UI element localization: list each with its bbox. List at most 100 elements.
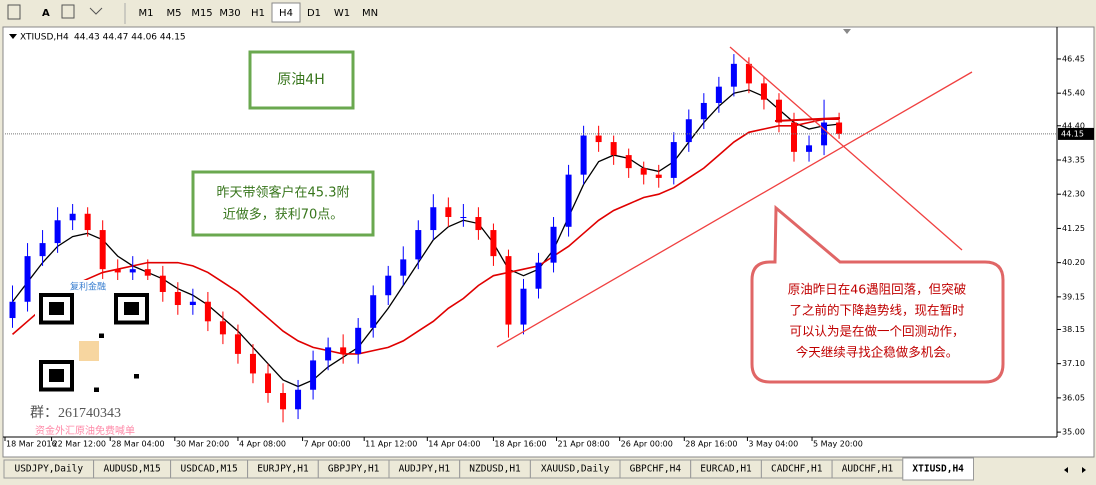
candle-body [204,301,211,322]
candle-body [249,353,256,374]
x-tick-label: 3 May 04:00 [748,440,798,449]
candle-body [400,259,407,276]
tab-label[interactable]: XTIUSD,H4 [912,464,964,475]
x-tick-label: 28 Mar 04:00 [111,440,164,449]
timeframe[interactable]: H4 [279,8,293,19]
candle-body [625,155,632,169]
tab-label[interactable]: AUDCHF,H1 [842,464,894,475]
candle-body [535,262,542,289]
tab-label[interactable]: EURCAD,H1 [700,464,752,475]
candle-body [610,142,617,156]
candle-body [745,63,752,84]
x-tick-label: 30 Mar 20:00 [176,440,229,449]
candle-body [730,63,737,87]
candle-body [370,295,377,328]
callout-text: 今天继续寻找企稳做多机会。 [796,345,959,360]
x-tick-label: 7 Apr 00:00 [304,440,351,449]
icon-shapes[interactable] [89,7,103,15]
callout-text: 原油昨日在46遇阻回落，但突破 [788,282,966,297]
icon-chart[interactable] [7,4,21,20]
candle-body [385,275,392,296]
y-tick-label: 44.40 [1062,121,1085,130]
chart-frame [2,26,1095,458]
candle-body [99,230,106,270]
timeframe-bar: M1 M5 M15 M30 H1 H4 D1 W1 MN [139,2,378,23]
timeframe[interactable]: M1 [139,8,154,19]
tab-label[interactable]: CADCHF,H1 [771,464,823,475]
resistance-line [729,46,963,251]
callout-text: 了之前的下降趋势线，现在暂时 [789,303,965,318]
y-tick-label: 46.45 [1062,54,1085,63]
moving-average [11,118,840,355]
timeframe[interactable]: W1 [334,8,350,19]
label-box-text: 原油4H [277,72,324,88]
qr-title: 复利金融 [70,281,106,293]
timeframe[interactable]: MN [362,8,378,19]
candle-body [129,269,136,273]
label-box [248,50,355,110]
candle-body [565,174,572,227]
icon-label[interactable] [61,4,75,19]
candle-body [775,99,782,123]
tab-label[interactable]: NZDUSD,H1 [469,464,521,475]
candle-body [310,360,317,390]
timeframe[interactable]: M30 [219,8,240,19]
tab-label[interactable]: AUDUSD,M15 [103,464,160,475]
candle-body [280,393,287,410]
group-number: 群：261740343 [30,405,121,421]
tab-label[interactable]: XAUUSD,Daily [541,464,610,475]
candle-body [265,373,271,394]
profit-text: 近做多，获利70点。 [223,207,344,223]
tab-label[interactable]: EURJPY,H1 [257,464,309,475]
candle-body [84,213,91,231]
toolbar-icons: A [7,3,126,24]
callout-text: 可以认为是在做一个回测动作， [789,324,964,339]
tab-label[interactable]: USDJPY,Daily [14,464,83,475]
candle-body [760,83,767,100]
candle-body [685,119,692,143]
tab-active[interactable] [902,457,974,481]
callout [750,204,1005,384]
candle-body [460,217,467,219]
x-tick-label: 5 May 20:00 [813,440,863,449]
x-tick-label: 11 Apr 12:00 [365,440,417,449]
qr-cell [99,333,104,338]
tabs: USDJPY,Daily AUDUSD,M15 USDCAD,M15 EURJPY,H… [3,457,974,481]
candle-body [640,168,647,175]
candle-body [144,269,151,276]
tab-label[interactable]: USDCAD,M15 [180,464,237,475]
timeframe[interactable]: M15 [191,8,212,19]
candle-body [219,321,226,335]
x-tick-label: 21 Apr 08:00 [558,440,610,449]
tab-label[interactable]: AUDJPY,H1 [399,464,451,475]
candle-body [700,102,707,120]
candle-body [39,243,46,257]
timeframe[interactable]: H1 [251,8,265,19]
quote: 44.43 44.47 44.06 44.15 [74,33,186,43]
support-line [496,71,973,348]
symbol: XTIUSD,H4 [20,33,69,43]
timeframe[interactable]: M5 [167,8,182,19]
icon-text[interactable]: A [42,8,50,19]
x-tick-label: 18 Apr 16:00 [494,440,546,449]
candle-body [791,122,797,152]
candle-body [670,142,677,178]
tab-label[interactable]: GBPCHF,H4 [630,464,682,475]
candle-body [9,301,16,319]
candle-body [325,347,332,361]
qr-finder-core [49,302,64,315]
qr-logo [77,339,101,363]
shift-marker [843,29,851,34]
level-line [774,117,841,122]
profit-box [191,170,375,237]
candle-body [505,256,512,325]
candle-body [836,122,843,134]
promo: 资金外汇原油免费喊单 [35,424,135,437]
candle-body [24,256,31,302]
y-tick-label: 39.15 [1062,292,1085,301]
profit-text: 昨天带领客户在45.3附 [217,185,350,201]
tab-label[interactable]: GBPJPY,H1 [328,464,380,475]
x-tick-label: 4 Apr 08:00 [239,440,286,449]
candle-body [415,230,422,260]
timeframe[interactable]: D1 [307,8,321,19]
